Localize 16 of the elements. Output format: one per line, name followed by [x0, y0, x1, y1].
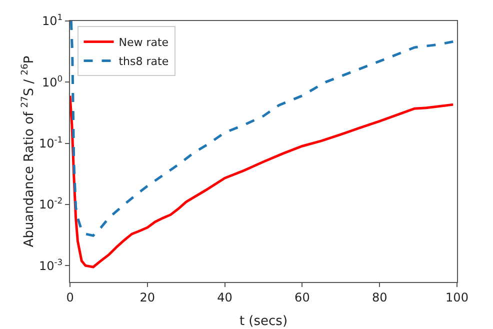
line-series: [70, 94, 454, 268]
legend-label: New rate: [118, 36, 169, 50]
y-tick-label: 10$^{-2}$: [38, 196, 63, 212]
x-tick-label: 0: [66, 290, 74, 304]
x-tick-label: 80: [372, 290, 388, 304]
x-tick-label: 40: [217, 290, 232, 304]
x-tick-label: 20: [140, 290, 156, 304]
x-tick-label: 100: [446, 290, 468, 304]
line-series: [70, 21, 454, 237]
y-tick-label: 10$^{-1}$: [38, 134, 63, 151]
x-tick-label: 60: [294, 290, 310, 304]
legend-label: ths8 rate: [118, 55, 169, 68]
x-axis-title: t (secs): [239, 314, 288, 329]
y-tick-label: 10$^{1}$: [42, 12, 63, 28]
y-tick-label: 10$^{-3}$: [38, 256, 63, 273]
y-tick-label: 10$^{0}$: [42, 73, 63, 90]
